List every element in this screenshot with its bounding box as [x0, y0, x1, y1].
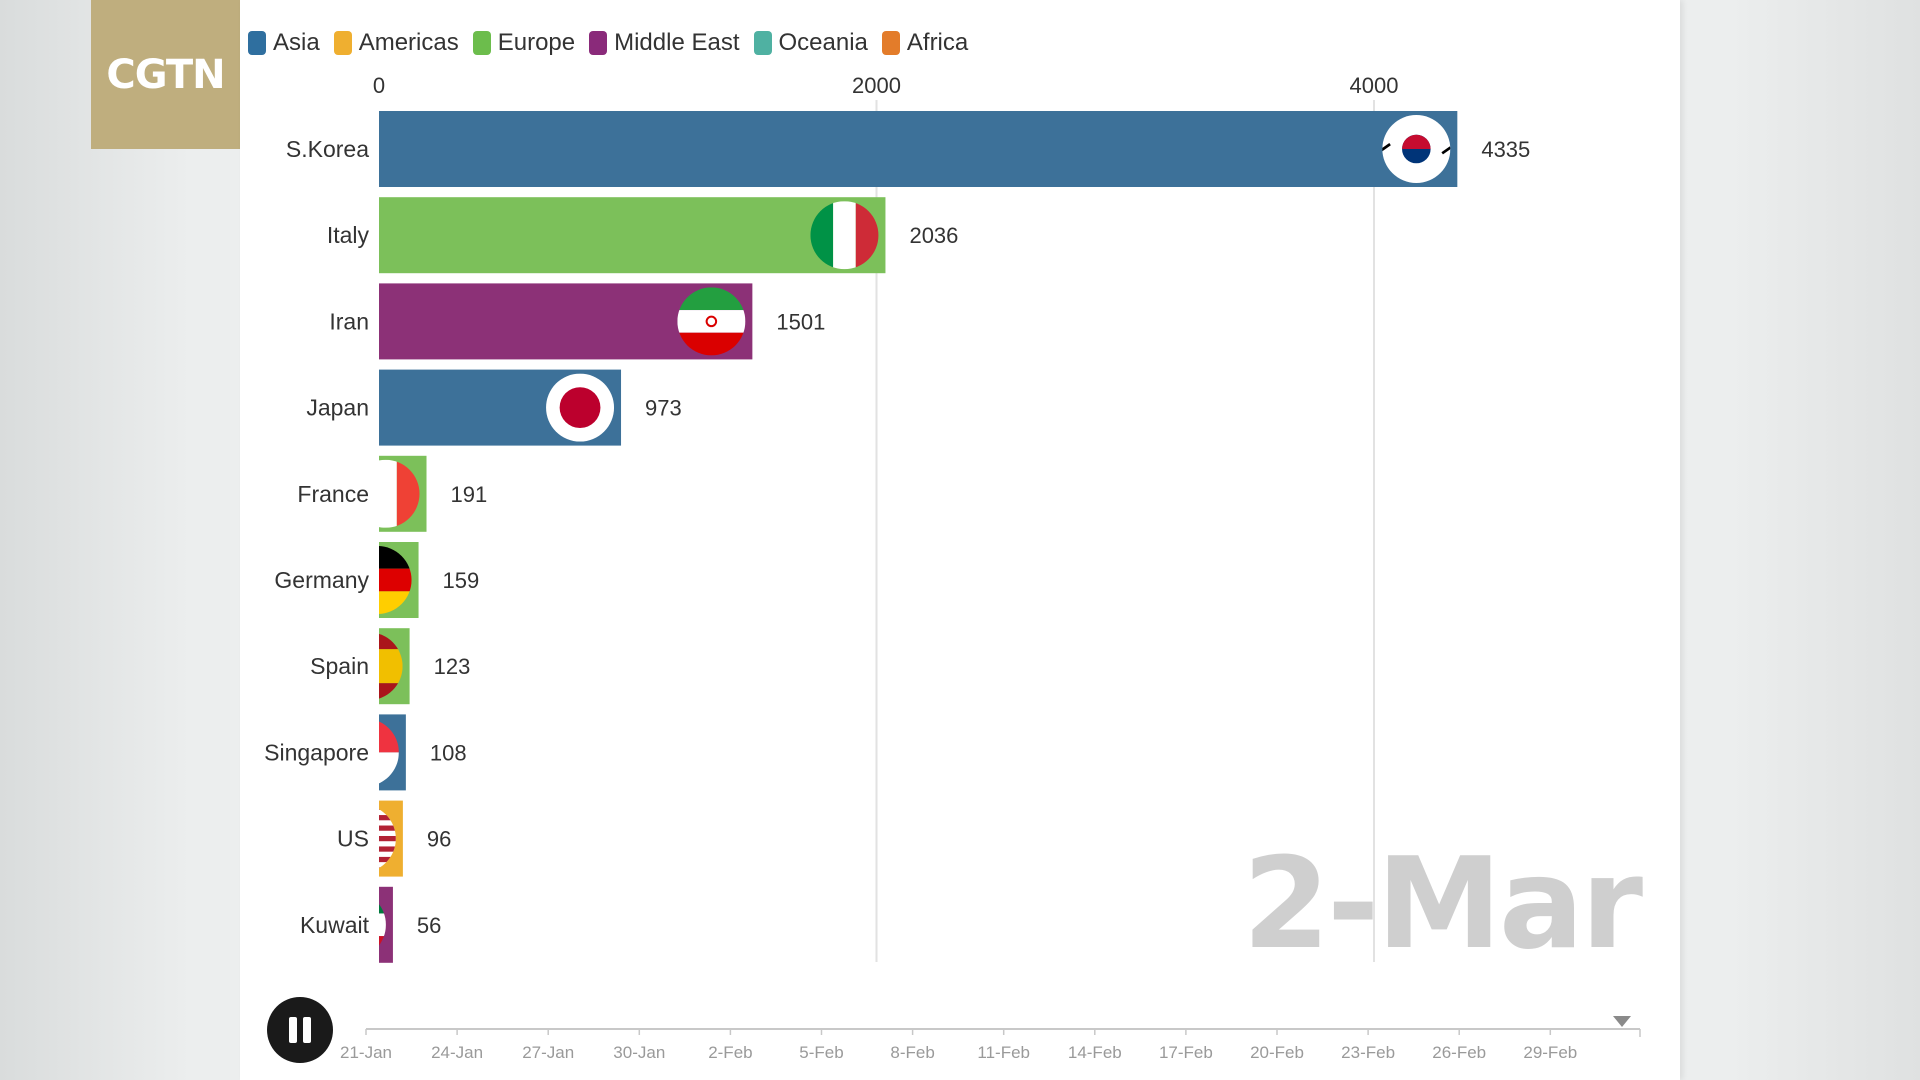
value-label: 2036 — [909, 223, 958, 248]
legend-item-middle-east[interactable]: Middle East — [589, 29, 740, 57]
value-label: 4335 — [1481, 137, 1530, 162]
pause-icon — [289, 1017, 297, 1043]
category-label: Iran — [329, 308, 369, 334]
legend-label: Americas — [358, 29, 459, 56]
timeline-label: 29-Feb — [1523, 1043, 1577, 1062]
category-label: Italy — [327, 222, 370, 248]
italy-flag-icon — [810, 201, 879, 270]
timeline-label: 24-Jan — [431, 1043, 483, 1062]
timeline-label: 30-Jan — [613, 1043, 665, 1062]
bar-skorea — [379, 111, 1458, 187]
legend-swatch — [753, 31, 772, 55]
legend-label: Oceania — [778, 29, 868, 56]
legend-item-africa[interactable]: Africa — [881, 29, 969, 57]
timeline-label: 26-Feb — [1432, 1043, 1486, 1062]
legend-swatch — [589, 31, 608, 55]
timeline-label: 20-Feb — [1250, 1043, 1304, 1062]
value-label: 108 — [430, 740, 467, 765]
category-label: Spain — [310, 653, 369, 679]
pause-button[interactable] — [267, 997, 333, 1063]
x-tick-label: 2000 — [852, 73, 901, 98]
legend-swatch — [248, 31, 266, 55]
category-label: Singapore — [264, 739, 369, 765]
france-flag-icon — [379, 459, 420, 528]
legend-swatch — [472, 31, 491, 55]
timeline-label: 8-Feb — [890, 1043, 934, 1062]
legend: Asia Americas Europe Middle East Oceania Afri… — [248, 28, 982, 58]
legend-item-americas[interactable]: Americas — [333, 29, 459, 57]
legend-label: Africa — [906, 29, 969, 56]
timeline-label: 5-Feb — [799, 1043, 843, 1062]
iran-flag-icon — [677, 287, 746, 356]
value-label: 191 — [451, 482, 488, 507]
category-label: France — [297, 481, 369, 507]
category-label: S.Korea — [286, 136, 369, 162]
value-label: 123 — [434, 654, 471, 679]
legend-item-europe[interactable]: Europe — [472, 29, 576, 57]
timeline-label: 21-Jan — [340, 1043, 392, 1062]
legend-swatch — [333, 31, 352, 55]
value-label: 96 — [427, 827, 451, 852]
timeline-label: 11-Feb — [977, 1043, 1030, 1062]
category-label: Kuwait — [300, 912, 370, 938]
current-date-label: 2-Mar — [1242, 830, 1643, 977]
legend-label: Middle East — [614, 29, 740, 56]
value-label: 56 — [417, 913, 441, 938]
value-label: 1501 — [776, 309, 825, 334]
x-tick-label: 0 — [373, 73, 385, 98]
category-label: Japan — [306, 395, 369, 421]
category-label: Germany — [274, 567, 369, 593]
timeline-label: 17-Feb — [1159, 1043, 1213, 1062]
x-tick-label: 4000 — [1350, 73, 1399, 98]
value-label: 973 — [645, 396, 682, 421]
legend-label: Europe — [497, 29, 576, 56]
legend-item-oceania[interactable]: Oceania — [753, 29, 868, 57]
bar-italy — [379, 197, 886, 274]
timeline-label: 14-Feb — [1068, 1043, 1122, 1062]
legend-swatch — [881, 31, 900, 55]
timeline-label: 27-Jan — [522, 1043, 574, 1062]
legend-label: Asia — [273, 29, 320, 56]
south-korea-flag-icon — [1382, 115, 1451, 183]
value-label: 159 — [443, 568, 480, 593]
cgtn-logo: CGTN — [91, 0, 240, 149]
timeline-handle-icon[interactable] — [1613, 1016, 1631, 1027]
timeline-label: 2-Feb — [708, 1043, 752, 1062]
japan-flag-icon — [546, 373, 615, 442]
legend-item-asia[interactable]: Asia — [248, 29, 320, 57]
timeline-label: 23-Feb — [1341, 1043, 1395, 1062]
bar-kuwait — [379, 886, 393, 963]
category-label: US — [337, 826, 369, 852]
